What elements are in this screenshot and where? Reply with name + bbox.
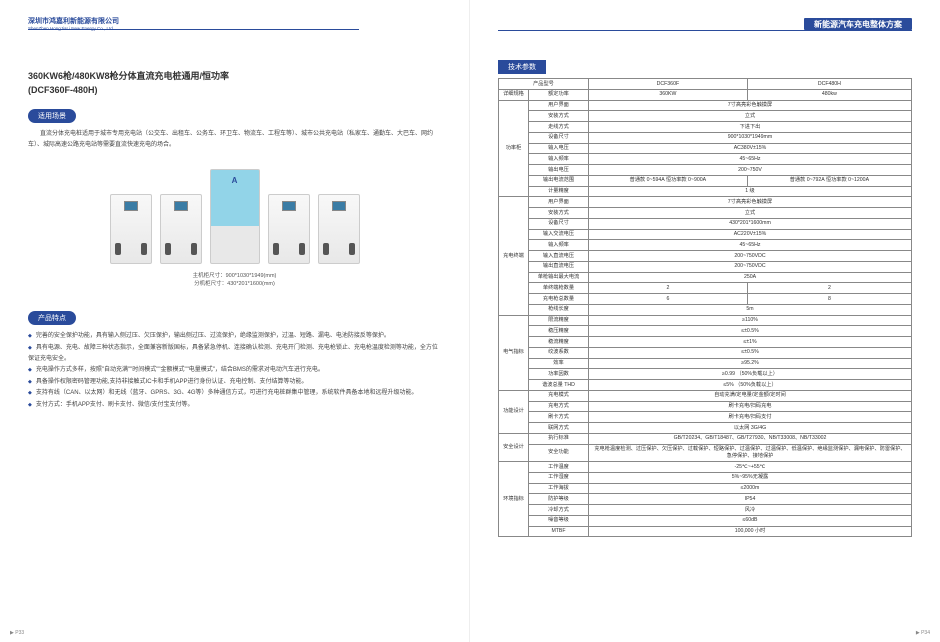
- head-m1: DCF360F: [589, 79, 748, 90]
- company-en: ShenZhen HongJiaLi New Energy Co., Ltd: [28, 26, 119, 31]
- header-solution-title: 新能源汽车充电整体方案: [804, 18, 912, 30]
- header-company: 深圳市鸿嘉利新能源有限公司 ShenZhen HongJiaLi New Ene…: [28, 18, 359, 30]
- spec-table: 产品型号 DCF360F DCF480H 详细规格 额定功率 360KW 480…: [498, 78, 912, 537]
- charger-terminal-4: [318, 194, 360, 264]
- feature-item: 支付方式：手机APP支付、刷卡支付、微信/支付宝支付等。: [28, 400, 441, 411]
- dim-sub: 分机柜尺寸：430*201*1600(mm): [28, 280, 441, 289]
- charger-terminal-2: [160, 194, 202, 264]
- dim-main: 主机柜尺寸：900*1030*1949(mm): [28, 272, 441, 281]
- header-right-underline: [498, 30, 912, 31]
- scenario-label: 适用场景: [28, 109, 76, 123]
- feature-item: 充电操作方式多样，按照"自动充满""时间模式""金额模式""电量模式"，结合BM…: [28, 365, 441, 376]
- product-image-row: A: [28, 169, 441, 264]
- spec-section-label: 技术参数: [498, 60, 546, 74]
- charger-terminal-3: [268, 194, 310, 264]
- head-m2: DCF480H: [747, 79, 911, 90]
- product-title-2: (DCF360F-480H): [28, 84, 441, 98]
- page-right: 新能源汽车充电整体方案 技术参数 产品型号 DCF360F DCF480H 详细…: [470, 0, 940, 642]
- feature-item: 完善的安全保护功能，具有输入侧过压、欠压保护，输出侧过压、过流保护，绝缘监测保护…: [28, 331, 441, 342]
- table-row: 产品型号 DCF360F DCF480H: [499, 79, 912, 90]
- features-label: 产品特点: [28, 311, 76, 325]
- feature-item: 支持有线（CAN、以太网）和无线（蓝牙、GPRS、3G、4G等）多种通信方式，可…: [28, 388, 441, 399]
- left-content: 360KW6枪/480KW8枪分体直流充电桩通用/恒功率 (DCF360F-48…: [28, 70, 441, 411]
- product-title-1: 360KW6枪/480KW8枪分体直流充电桩通用/恒功率: [28, 70, 441, 84]
- features-list: 完善的安全保护功能，具有输入侧过压、欠压保护，输出侧过压、过流保护，绝缘监测保护…: [28, 331, 441, 411]
- company-cn: 深圳市鸿嘉利新能源有限公司: [28, 16, 119, 26]
- group-cell: 详细规格: [499, 89, 529, 100]
- page-left: 深圳市鸿嘉利新能源有限公司 ShenZhen HongJiaLi New Ene…: [0, 0, 470, 642]
- scenario-text: 直流分体充电桩适用于城市专用充电站（公交车、出租车、公务车、环卫车、物流车、工程…: [28, 129, 441, 151]
- charger-terminal-1: [110, 194, 152, 264]
- table-row: 详细规格 额定功率 360KW 480kw: [499, 89, 912, 100]
- head-model: 产品型号: [499, 79, 589, 90]
- right-content: 技术参数 产品型号 DCF360F DCF480H 详细规格 额定功率 360K…: [498, 60, 912, 537]
- charger-main-cabinet: A: [210, 169, 260, 264]
- page-number-left: ▶ P33: [10, 630, 24, 636]
- feature-item: 具有电源、充电、故障三种状态指示，全面兼容新版国标，具备紧急停机、连接确认检测、…: [28, 343, 441, 366]
- dimensions: 主机柜尺寸：900*1030*1949(mm) 分机柜尺寸：430*201*16…: [28, 272, 441, 290]
- feature-item: 具备操作权限密码管理功能,支持非接触式IC卡和手机APP进行身份认证、充电控制、…: [28, 377, 441, 388]
- page-number-right: ▶ P34: [916, 630, 930, 636]
